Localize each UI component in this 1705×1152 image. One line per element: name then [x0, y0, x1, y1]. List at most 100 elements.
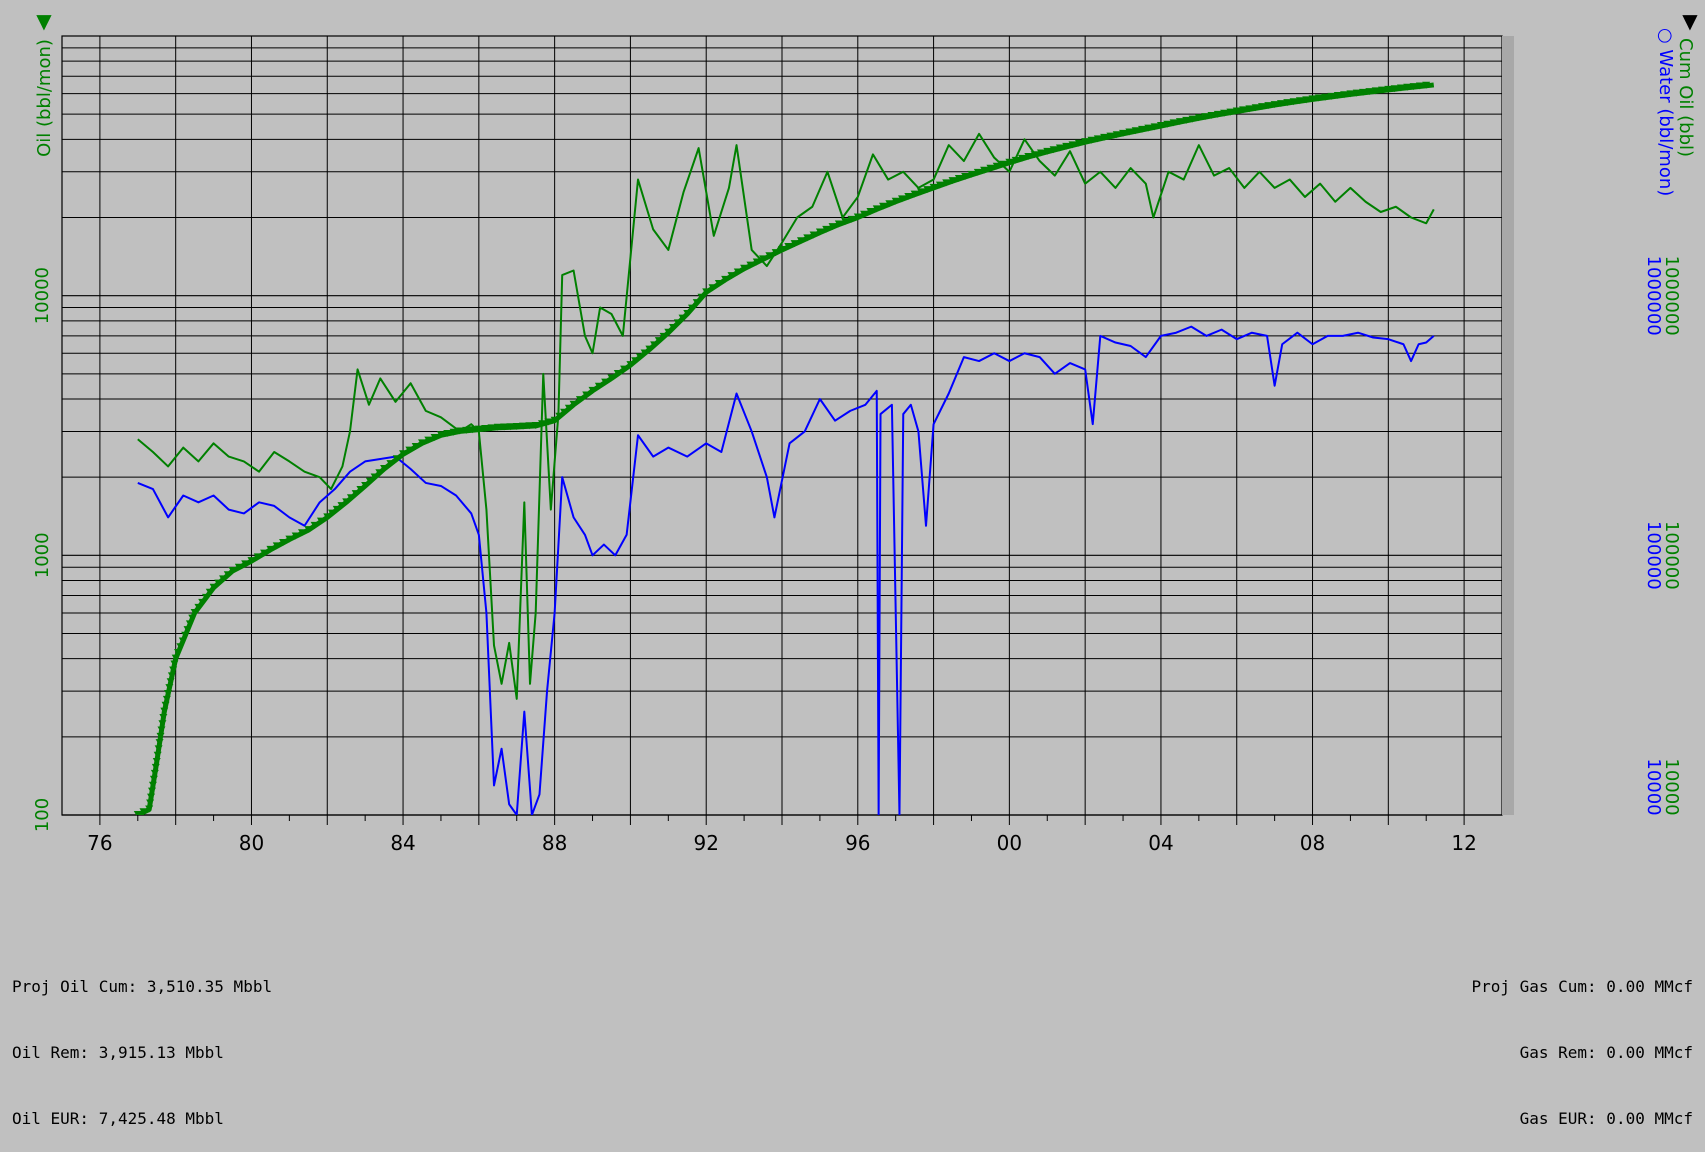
cum-oil-marker[interactable]: [1226, 108, 1235, 116]
cum-oil-marker[interactable]: [279, 538, 288, 546]
cum-oil-marker[interactable]: [151, 763, 160, 771]
cum-oil-marker[interactable]: [1106, 132, 1115, 140]
cum-oil-marker[interactable]: [999, 160, 1008, 168]
cum-oil-marker[interactable]: [1403, 83, 1412, 91]
cum-oil-marker[interactable]: [481, 424, 490, 432]
cum-oil-marker[interactable]: [746, 261, 755, 269]
cum-oil-marker[interactable]: [1030, 151, 1039, 159]
series[interactable]: [133, 81, 1435, 818]
cum-oil-marker[interactable]: [1415, 82, 1424, 90]
cum-oil-marker[interactable]: [202, 593, 210, 601]
cum-oil-marker[interactable]: [272, 542, 281, 550]
cum-oil-marker[interactable]: [1245, 105, 1254, 113]
cum-oil-marker[interactable]: [164, 690, 173, 698]
cum-oil-marker[interactable]: [146, 799, 155, 807]
cum-oil-marker[interactable]: [1068, 141, 1077, 149]
cum-oil-marker[interactable]: [898, 195, 906, 203]
cum-oil-marker[interactable]: [165, 684, 174, 692]
cum-oil-marker[interactable]: [1125, 128, 1134, 136]
cum-oil-marker[interactable]: [1365, 88, 1374, 96]
cum-oil-marker[interactable]: [659, 332, 668, 340]
cum-oil-marker[interactable]: [1188, 115, 1197, 123]
cum-oil-marker[interactable]: [961, 172, 970, 180]
cum-oil-marker[interactable]: [449, 428, 458, 436]
cum-oil-marker[interactable]: [157, 726, 166, 734]
cum-oil-marker[interactable]: [310, 521, 319, 529]
cum-oil-marker[interactable]: [181, 631, 190, 639]
cum-oil-line[interactable]: [136, 82, 1435, 815]
cum-oil-marker[interactable]: [1232, 107, 1241, 115]
cum-oil-marker[interactable]: [148, 781, 157, 789]
cum-oil-marker[interactable]: [430, 433, 439, 441]
cum-oil-marker[interactable]: [1112, 131, 1121, 139]
cum-oil-marker[interactable]: [167, 672, 176, 680]
cum-oil-marker[interactable]: [525, 422, 534, 430]
cum-oil-marker[interactable]: [148, 787, 156, 795]
cum-oil-marker[interactable]: [205, 588, 214, 596]
cum-oil-marker[interactable]: [645, 345, 654, 353]
cum-oil-marker[interactable]: [702, 288, 711, 296]
cum-oil-marker[interactable]: [291, 532, 300, 540]
cum-oil-marker[interactable]: [1276, 100, 1285, 108]
cum-oil-marker[interactable]: [916, 188, 925, 196]
cum-oil-marker[interactable]: [1055, 144, 1064, 152]
cum-oil-marker[interactable]: [885, 200, 894, 208]
cum-oil-marker[interactable]: [740, 264, 749, 272]
cum-oil-marker[interactable]: [635, 353, 644, 361]
cum-oil-marker[interactable]: [493, 423, 502, 431]
cum-oil-marker[interactable]: [727, 272, 736, 280]
cum-oil-marker[interactable]: [560, 408, 569, 416]
cum-oil-marker[interactable]: [1036, 149, 1045, 157]
cum-oil-marker[interactable]: [405, 446, 414, 454]
cum-oil-marker[interactable]: [247, 557, 256, 565]
cum-oil-marker[interactable]: [158, 720, 167, 728]
cum-oil-marker[interactable]: [601, 378, 610, 386]
cum-oil-marker[interactable]: [678, 314, 687, 322]
cum-oil-marker[interactable]: [512, 423, 521, 431]
cum-oil-marker[interactable]: [1321, 93, 1330, 101]
cum-oil-marker[interactable]: [669, 324, 678, 332]
cum-oil-marker[interactable]: [765, 252, 774, 260]
cum-oil-marker[interactable]: [266, 545, 275, 553]
cum-oil-marker[interactable]: [834, 220, 843, 228]
cum-oil-marker[interactable]: [1302, 96, 1311, 104]
cum-oil-marker[interactable]: [575, 396, 584, 404]
cum-oil-marker[interactable]: [1359, 88, 1368, 96]
cum-oil-marker[interactable]: [316, 517, 325, 525]
cum-oil-marker[interactable]: [1005, 158, 1014, 166]
cum-oil-marker[interactable]: [1308, 95, 1317, 103]
cum-oil-marker[interactable]: [166, 678, 175, 686]
cum-oil-marker[interactable]: [620, 365, 629, 373]
cum-oil-marker[interactable]: [948, 177, 957, 185]
cum-oil-marker[interactable]: [967, 170, 976, 178]
cum-oil-marker[interactable]: [361, 481, 370, 489]
cum-oil-marker[interactable]: [815, 228, 824, 236]
cum-oil-marker[interactable]: [564, 404, 573, 412]
cum-oil-marker[interactable]: [323, 513, 332, 521]
cum-oil-marker[interactable]: [555, 412, 564, 420]
cum-oil-marker[interactable]: [160, 707, 169, 715]
cum-oil-marker[interactable]: [664, 328, 673, 336]
cum-oil-marker[interactable]: [161, 701, 170, 709]
cum-oil-marker[interactable]: [1251, 104, 1260, 112]
cum-oil-marker[interactable]: [147, 793, 156, 801]
cum-oil-marker[interactable]: [392, 455, 401, 463]
cum-oil-marker[interactable]: [1220, 109, 1229, 117]
cum-oil-marker[interactable]: [370, 473, 379, 481]
cum-oil-marker[interactable]: [194, 603, 203, 611]
cum-oil-marker[interactable]: [241, 560, 250, 568]
cum-oil-marker[interactable]: [159, 713, 168, 721]
cum-oil-marker[interactable]: [853, 213, 862, 221]
cum-oil-marker[interactable]: [185, 620, 194, 628]
cum-oil-marker[interactable]: [346, 494, 355, 502]
cum-oil-marker[interactable]: [822, 225, 831, 233]
cum-oil-marker[interactable]: [771, 249, 780, 257]
cum-oil-marker[interactable]: [462, 426, 471, 434]
cum-oil-marker[interactable]: [1295, 97, 1304, 105]
cum-oil-marker[interactable]: [935, 181, 944, 189]
cum-oil-marker[interactable]: [588, 386, 597, 394]
cum-oil-marker[interactable]: [139, 808, 148, 815]
cum-oil-marker[interactable]: [399, 450, 408, 458]
cum-oil-marker[interactable]: [1119, 129, 1128, 137]
cum-oil-marker[interactable]: [1327, 92, 1336, 100]
